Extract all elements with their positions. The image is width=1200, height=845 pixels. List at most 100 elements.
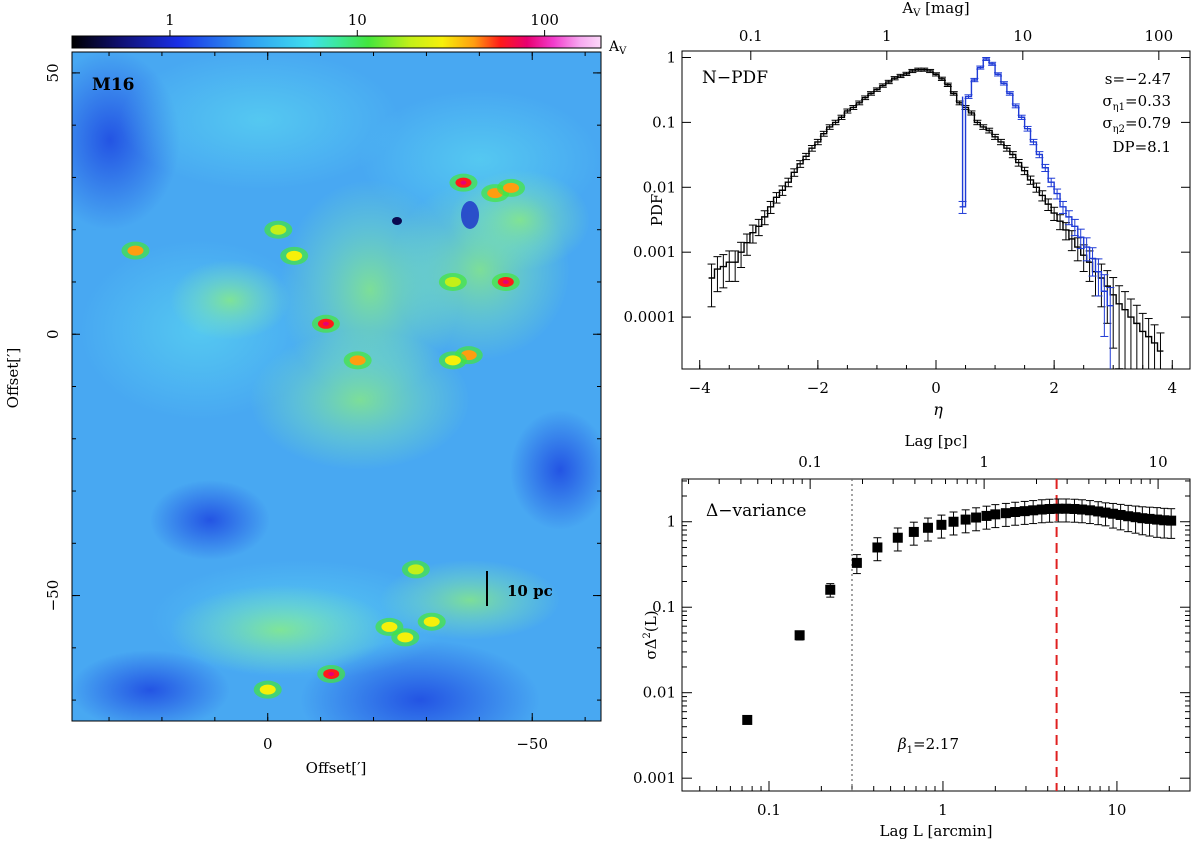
pdf-series-0 bbox=[708, 68, 1164, 352]
dvar-point-9 bbox=[948, 516, 959, 527]
dvar-point-2 bbox=[825, 584, 836, 595]
dvar-beta: β1=2.17 bbox=[897, 735, 959, 756]
dvar-point-26 bbox=[1100, 507, 1111, 518]
scalebar-label: 10 pc bbox=[507, 582, 553, 600]
pdf-xtick-label: 4 bbox=[1168, 379, 1178, 397]
pdf-xlabel: η bbox=[933, 400, 943, 419]
dvar-point-29 bbox=[1123, 511, 1134, 522]
clump-core bbox=[502, 279, 509, 284]
map-title: M16 bbox=[92, 75, 134, 95]
dvar-top-axis-label: Lag [pc] bbox=[905, 432, 968, 450]
dvar-point-5 bbox=[892, 532, 903, 543]
pdf-top-axis-label: AV [mag] bbox=[901, 0, 969, 19]
map-xtick-label: −50 bbox=[516, 735, 548, 753]
pdf-annotation-s: s=−2.47 bbox=[1105, 70, 1171, 88]
pdf-panel: −4 −2 0 2 4 1 0.1 0.01 0.001 0.0001 0.1 1 10 100 N−PD… bbox=[624, 0, 1191, 419]
dvar-point-8 bbox=[936, 519, 947, 530]
dvar-point-22 bbox=[1069, 503, 1080, 514]
dvar-point-33 bbox=[1152, 514, 1163, 525]
pdf-series-1 bbox=[959, 58, 1114, 307]
pdf-xtick-label: 2 bbox=[1049, 379, 1059, 397]
pdf-annotation-dp: DP=8.1 bbox=[1112, 138, 1171, 156]
dvar-point-13 bbox=[990, 509, 1001, 520]
map-ylabel: Offset[′] bbox=[4, 348, 22, 409]
dvar-point-20 bbox=[1053, 503, 1064, 514]
pdf-annotation-sigma2: ση2=0.79 bbox=[1102, 114, 1171, 135]
pdf-ytick-label: 0.001 bbox=[633, 243, 676, 261]
dvar-point-0 bbox=[742, 714, 753, 725]
dvar-point-21 bbox=[1061, 503, 1072, 514]
pdf-top-tick-label: 0.1 bbox=[739, 27, 763, 45]
colorbar-tick-label: 1 bbox=[165, 11, 175, 29]
dvar-title: Δ−variance bbox=[706, 501, 807, 521]
dvar-top-tick-label: 0.1 bbox=[798, 453, 822, 471]
clump-core bbox=[322, 321, 329, 326]
clump-9 bbox=[270, 224, 287, 235]
dark-arc bbox=[461, 201, 479, 229]
dvar-point-17 bbox=[1028, 505, 1039, 516]
dvar-point-23 bbox=[1077, 504, 1088, 515]
map-ytick-label: −50 bbox=[44, 580, 62, 612]
clump-5 bbox=[349, 355, 366, 366]
dvar-xtick-label: 0.1 bbox=[757, 801, 781, 819]
pdf-ytick-label: 0.01 bbox=[643, 178, 676, 196]
dvar-point-28 bbox=[1115, 509, 1126, 520]
dvar-top-tick-label: 10 bbox=[1149, 453, 1168, 471]
clump-10 bbox=[444, 276, 461, 287]
colorbar-tick-label: 10 bbox=[348, 11, 367, 29]
pdf-top-tick-label: 10 bbox=[1013, 27, 1032, 45]
pdf-ytick-label: 0.0001 bbox=[624, 308, 677, 326]
map-axes: 0 −50 50 0 −50 bbox=[44, 52, 601, 753]
dvar-point-1 bbox=[794, 630, 805, 641]
clump-8 bbox=[286, 250, 303, 261]
dvar-point-7 bbox=[922, 522, 933, 533]
pdf-top-tick-label: 100 bbox=[1145, 27, 1174, 45]
pdf-plot-area: −4 −2 0 2 4 1 0.1 0.01 0.001 0.0001 0.1 1 10 100 bbox=[624, 27, 1190, 397]
dvar-point-3 bbox=[851, 557, 862, 568]
dvar-frame bbox=[681, 478, 1191, 792]
dvar-point-16 bbox=[1019, 506, 1030, 517]
clump-core bbox=[328, 671, 335, 676]
clump-16 bbox=[423, 616, 440, 627]
dvar-ytick-label: 0.001 bbox=[633, 769, 676, 787]
map-xlabel: Offset[′] bbox=[306, 759, 367, 777]
dvar-point-4 bbox=[872, 542, 883, 553]
dvar-point-18 bbox=[1036, 504, 1047, 515]
colorbar-gradient bbox=[71, 35, 602, 49]
dvar-point-19 bbox=[1044, 503, 1055, 514]
pdf-top-tick-label: 1 bbox=[882, 27, 892, 45]
dark-spot bbox=[392, 217, 402, 225]
map-ytick-label: 0 bbox=[44, 329, 62, 339]
map-ytick-label: 50 bbox=[44, 63, 62, 82]
pdf-ytick-label: 0.1 bbox=[652, 113, 676, 131]
dvar-ylabel: σΔ2(L) bbox=[642, 610, 660, 659]
dvar-plot-area: 0.1 1 10 0.1 1 10 1 0.1 0.01 0.001 bbox=[633, 453, 1190, 819]
colorbar-ticks: 1 10 100 bbox=[165, 11, 559, 36]
pdf-ytick-label: 1 bbox=[666, 48, 676, 66]
pdf-annotation-sigma1: ση1=0.33 bbox=[1102, 92, 1171, 113]
column-density-map bbox=[72, 52, 601, 721]
clump-2 bbox=[503, 182, 520, 193]
colorbar: 1 10 100 AV bbox=[71, 11, 627, 57]
pdf-ylabel: PDF bbox=[648, 194, 666, 227]
clump-15 bbox=[381, 621, 398, 632]
map-panel: M16 10 pc 1 10 100 AV 0 −50 50 0 −50 Offset[′]… bbox=[4, 11, 627, 777]
dvar-point-30 bbox=[1130, 512, 1141, 523]
pdf-xtick-label: −2 bbox=[807, 379, 829, 397]
dvar-point-31 bbox=[1137, 513, 1148, 524]
clump-core bbox=[460, 180, 467, 185]
dvar-ytick-label: 0.1 bbox=[652, 598, 676, 616]
map-xtick-label: 0 bbox=[263, 735, 273, 753]
dvar-top-tick-label: 1 bbox=[979, 453, 989, 471]
dvar-point-11 bbox=[971, 512, 982, 523]
scalebar: 10 pc bbox=[486, 571, 553, 606]
clump-14 bbox=[397, 632, 414, 643]
dvar-point-35 bbox=[1166, 515, 1177, 526]
dvar-ytick-label: 0.01 bbox=[643, 684, 676, 702]
dvar-point-34 bbox=[1159, 515, 1170, 526]
clump-13 bbox=[259, 684, 276, 695]
pdf-title: N−PDF bbox=[702, 68, 768, 88]
colorbar-tick-label: 100 bbox=[530, 11, 559, 29]
clump-17 bbox=[407, 564, 424, 575]
